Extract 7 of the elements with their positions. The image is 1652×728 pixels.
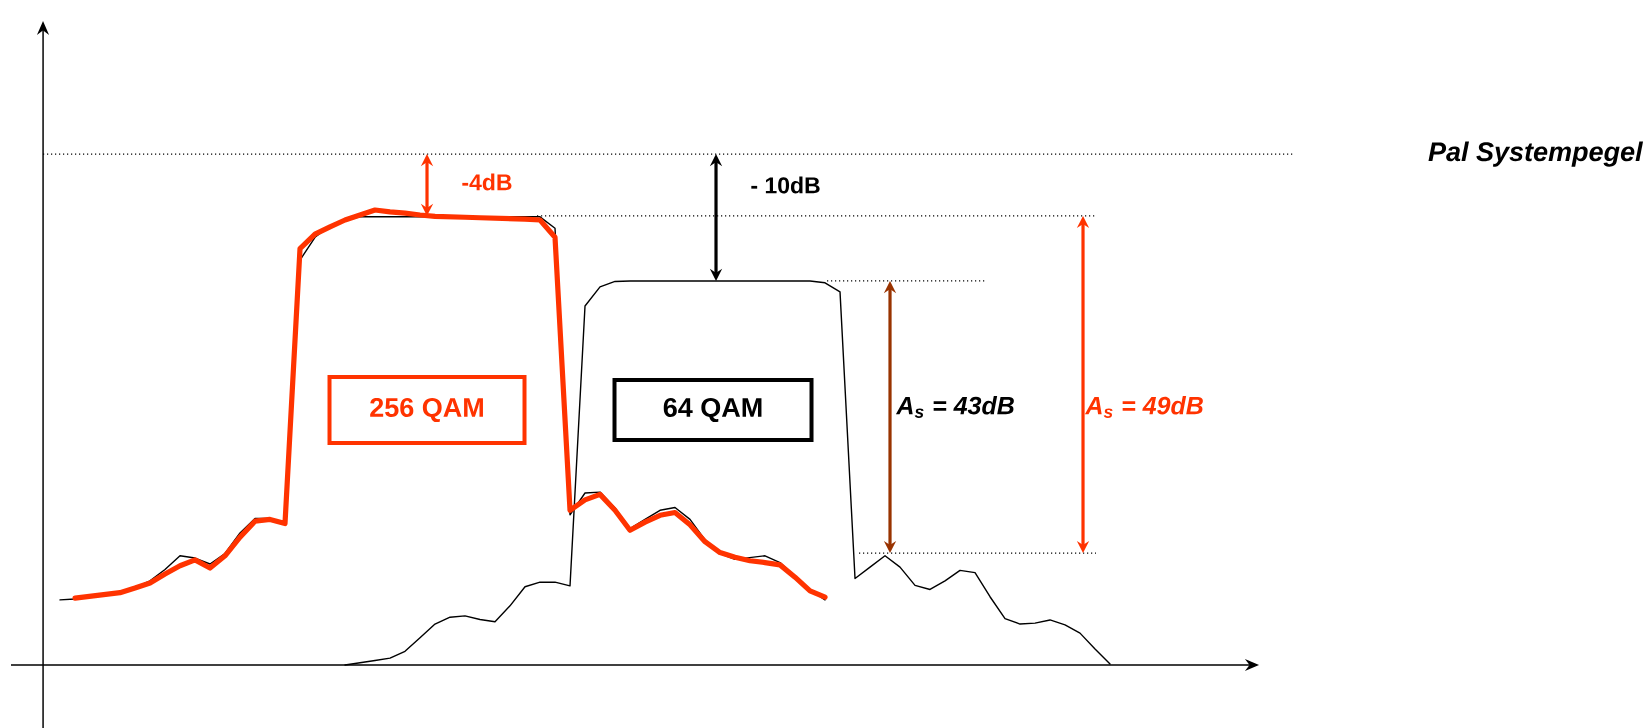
text: - 10dB [751,176,820,194]
annotation: 256 QAM [370,397,483,423]
annotation: 64 QAM [663,397,762,423]
ref-line-label: Pal Systempegel [1428,141,1644,167]
text: -4dB [462,173,512,191]
annotation: A$_{s}$ = 49dB [1084,396,1203,418]
annotation: A$_{s}$ = 43dB [895,396,1014,418]
